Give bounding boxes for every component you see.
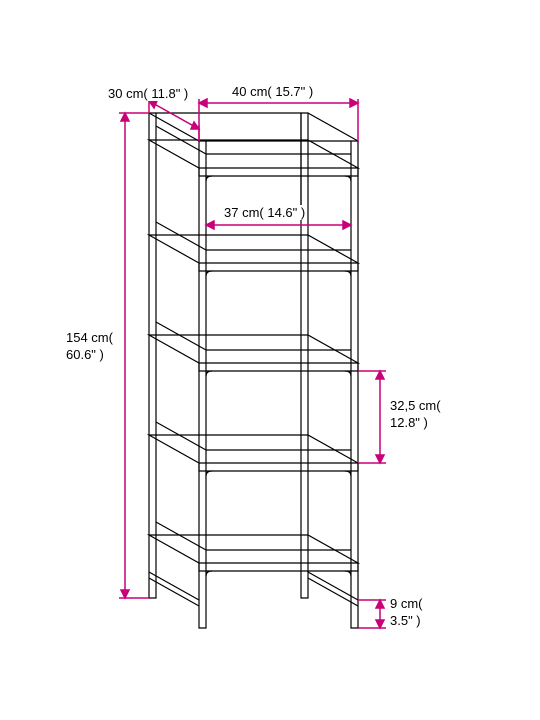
diagram-canvas: 30 cm( 11.8" ) 40 cm( 15.7" ) 37 cm( 14.… [0, 0, 540, 720]
dim-foot [0, 0, 540, 720]
dim-foot-label: 9 cm( 3.5" ) [388, 596, 425, 630]
dim-foot-in: 3.5" [390, 613, 413, 628]
dim-foot-cm: 9 cm [390, 596, 418, 611]
